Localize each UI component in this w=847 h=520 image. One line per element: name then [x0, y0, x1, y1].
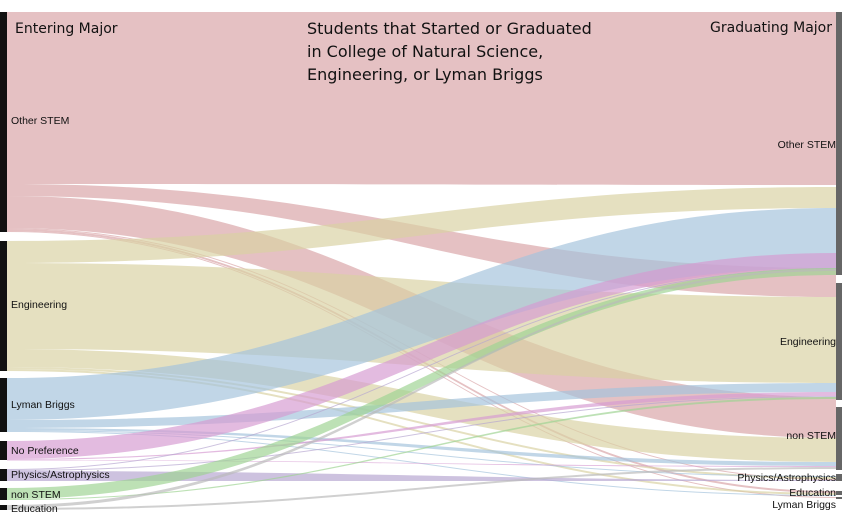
diagram-title: Students that Started or Graduated in Co… — [307, 17, 607, 86]
right-node-label-education: Education — [789, 487, 836, 499]
flow-engineering-to-physics-astrophysics — [7, 367, 836, 479]
flow-lyman-briggs-to-engineering — [7, 383, 836, 428]
flow-lyman-briggs-to-non-stem — [7, 428, 836, 466]
right-node-label-lyman-briggs: Lyman Briggs — [772, 499, 836, 511]
left-node-label-education: Education — [11, 503, 58, 515]
left-node-label-other-stem: Other STEM — [11, 115, 70, 127]
flow-physics-astrophysics-to-engineering — [7, 396, 836, 471]
flow-no-preference-to-engineering — [7, 392, 836, 460]
title-line: in College of Natural Science, — [307, 42, 544, 61]
flow-non-stem-to-engineering — [7, 397, 836, 500]
right-node-bar-engineering — [836, 283, 842, 400]
left-node-bar-education — [0, 505, 7, 510]
left-node-bar-other-stem — [0, 12, 7, 232]
left-node-bar-lyman-briggs — [0, 378, 7, 432]
left-node-bar-non-stem — [0, 488, 7, 500]
right-node-bar-physics-astrophysics — [836, 474, 842, 481]
left-node-bar-engineering — [0, 241, 7, 371]
flow-lyman-briggs-to-physics-astrophysics — [7, 430, 836, 477]
flow-engineering-to-education — [7, 369, 836, 495]
right-node-label-non-stem: non STEM — [786, 430, 836, 442]
left-node-label-physics: Physics/Astrophysics — [11, 469, 110, 481]
right-header: Graduating Major — [710, 20, 832, 36]
left-node-bar-physics-astrophysics — [0, 469, 7, 481]
node-bar-group — [0, 12, 842, 510]
flow-other-stem-to-other-stem — [7, 12, 836, 185]
left-node-bar-no-preference — [0, 441, 7, 460]
flow-lyman-briggs-to-other-stem — [7, 208, 836, 420]
right-node-bar-non-stem — [836, 407, 842, 470]
flow-physics-astrophysics-to-other-stem — [7, 268, 836, 470]
left-node-label-no-preference: No Preference — [11, 445, 79, 457]
left-node-label-engineering: Engineering — [11, 299, 68, 311]
right-node-bar-lyman-briggs — [836, 497, 842, 499]
right-node-bar-other-stem — [836, 12, 842, 275]
flow-education-to-non-stem — [7, 467, 836, 510]
flow-non-stem-to-other-stem — [7, 268, 836, 499]
left-node-label-non-stem: non STEM — [11, 489, 61, 501]
right-node-label-other-stem: Other STEM — [777, 139, 836, 151]
flow-no-preference-to-other-stem — [7, 253, 836, 459]
flow-group — [7, 12, 836, 510]
left-header: Entering Major — [15, 21, 118, 37]
flow-engineering-to-other-stem — [7, 187, 836, 263]
right-node-label-engineering: Engineering — [779, 336, 836, 348]
left-node-label-lyman-briggs: Lyman Briggs — [11, 399, 75, 411]
title-line: Students that Started or Graduated — [307, 19, 592, 38]
right-node-label-physics: Physics/Astrophysics — [737, 472, 836, 484]
title-line: Engineering, or Lyman Briggs — [307, 65, 543, 84]
flow-no-preference-to-non-stem — [7, 460, 836, 467]
right-node-bar-education — [836, 491, 842, 495]
flow-education-to-other-stem — [7, 269, 836, 508]
